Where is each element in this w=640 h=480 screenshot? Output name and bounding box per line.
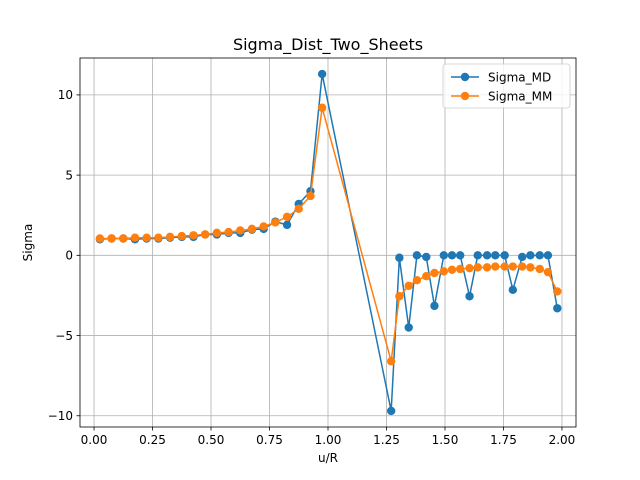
- legend-item: Sigma_MD: [451, 71, 551, 85]
- data-point: [395, 292, 404, 301]
- data-point: [430, 268, 439, 278]
- data-point: [317, 103, 327, 112]
- data-point: [200, 230, 210, 239]
- y-tick-label: 10: [58, 88, 73, 102]
- data-point: [130, 233, 140, 242]
- data-point: [306, 191, 315, 201]
- data-point: [543, 267, 553, 277]
- data-point: [395, 253, 404, 262]
- data-point: [482, 263, 492, 272]
- x-tick-label: 0.75: [256, 433, 283, 447]
- data-point: [154, 233, 163, 242]
- x-tick-label: 1.50: [432, 433, 459, 447]
- legend-marker: [460, 72, 470, 82]
- data-point: [386, 357, 396, 366]
- data-point: [508, 262, 518, 271]
- data-point: [491, 251, 500, 260]
- data-point: [455, 251, 465, 260]
- data-point: [422, 271, 431, 281]
- data-point: [447, 265, 457, 274]
- data-point: [422, 252, 431, 262]
- data-point: [517, 252, 527, 262]
- data-point: [517, 262, 527, 271]
- y-tick-label: 5: [65, 168, 73, 182]
- data-point: [294, 204, 303, 214]
- x-tick-label: 0.00: [81, 433, 108, 447]
- legend: Sigma_MD Sigma_MM: [442, 63, 571, 109]
- x-tick-label: 1.25: [373, 433, 400, 447]
- tick-layer: 0.00 0.25 0.50 0.75 1.00 1.25 1.50 1.75 2.00 −10 −…: [48, 88, 576, 447]
- data-point: [543, 251, 553, 260]
- data-point: [282, 212, 292, 222]
- data-point: [535, 264, 544, 274]
- y-tick-label: 0: [65, 249, 73, 263]
- data-point: [119, 234, 128, 243]
- data-point: [404, 281, 413, 291]
- data-point: [404, 323, 413, 332]
- legend-marker: [460, 91, 470, 101]
- x-tick-label: 2.00: [549, 433, 576, 447]
- data-point: [508, 285, 518, 295]
- data-point: [439, 251, 449, 260]
- data-point: [412, 251, 422, 260]
- data-point: [412, 276, 422, 285]
- legend-label: Sigma_MM: [488, 90, 552, 104]
- data-point: [500, 262, 509, 271]
- data-point: [271, 218, 280, 227]
- data-point: [553, 287, 562, 296]
- data-point: [142, 233, 151, 242]
- data-point: [535, 251, 544, 260]
- data-point: [482, 251, 492, 260]
- data-point: [526, 263, 535, 272]
- data-point: [439, 267, 449, 276]
- data-point: [247, 224, 257, 234]
- x-tick-label: 1.00: [315, 433, 342, 447]
- x-tick-label: 0.25: [139, 433, 166, 447]
- data-point: [212, 228, 222, 238]
- data-point: [430, 301, 439, 311]
- y-tick-label: −10: [48, 409, 73, 423]
- grid-layer: [80, 58, 576, 427]
- x-tick-label: 1.75: [490, 433, 517, 447]
- data-point: [465, 292, 474, 301]
- series-layer: [95, 69, 562, 416]
- data-point: [553, 304, 562, 313]
- data-point: [465, 263, 474, 273]
- legend-item: Sigma_MM: [451, 90, 552, 104]
- data-point: [177, 231, 186, 241]
- y-axis-label: Sigma: [21, 224, 35, 262]
- data-point: [455, 264, 465, 274]
- series-line: [99, 73, 559, 412]
- data-point: [317, 69, 327, 79]
- data-point: [526, 251, 535, 260]
- data-point: [107, 234, 116, 243]
- data-point: [224, 227, 233, 237]
- series-sigma-mm: [95, 103, 562, 366]
- series-line: [99, 106, 558, 362]
- y-tick-label: −5: [55, 329, 73, 343]
- data-point: [165, 232, 175, 242]
- data-point: [500, 251, 509, 260]
- data-point: [473, 263, 482, 272]
- chart-title: Sigma_Dist_Two_Sheets: [233, 35, 423, 55]
- data-point: [259, 222, 268, 231]
- x-axis-label: u/R: [318, 451, 338, 465]
- data-point: [491, 262, 500, 271]
- data-point: [95, 234, 105, 243]
- data-point: [447, 251, 457, 260]
- data-point: [189, 231, 198, 240]
- data-point: [473, 251, 482, 260]
- legend-box: [442, 63, 571, 109]
- x-tick-label: 0.50: [198, 433, 225, 447]
- data-point: [282, 220, 292, 230]
- data-point: [386, 406, 396, 416]
- data-point: [236, 226, 245, 235]
- legend-label: Sigma_MD: [488, 71, 551, 85]
